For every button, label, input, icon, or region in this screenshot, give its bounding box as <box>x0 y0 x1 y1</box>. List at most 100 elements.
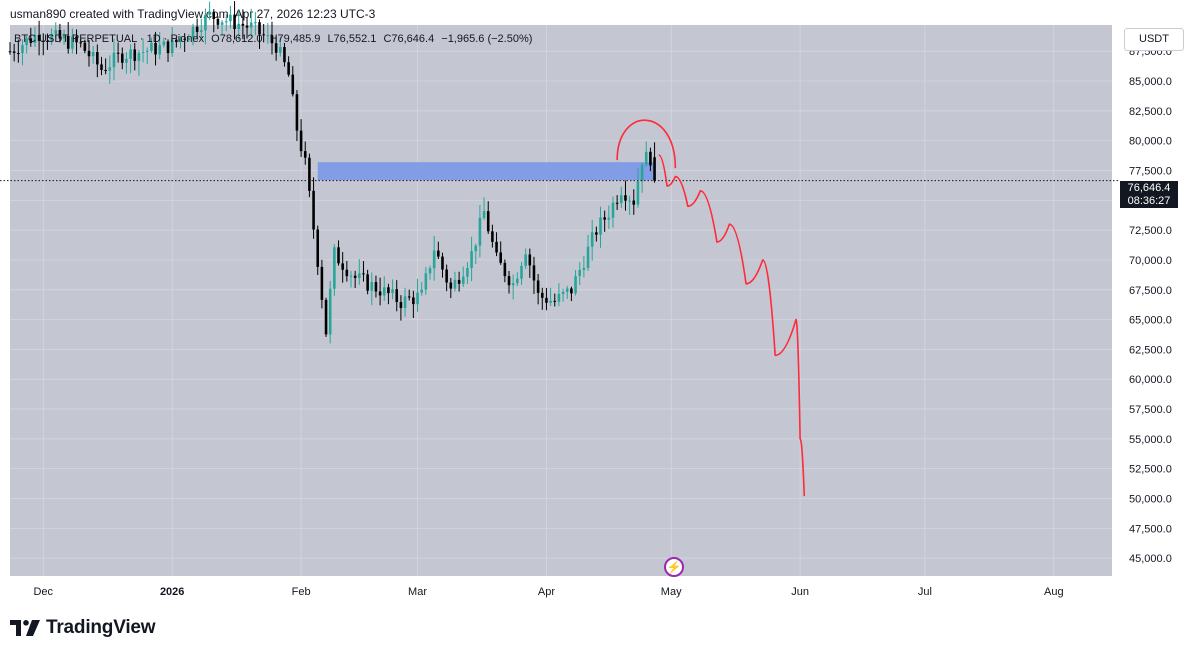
candle[interactable] <box>328 280 332 344</box>
candle[interactable] <box>590 220 594 261</box>
candle[interactable] <box>586 234 590 271</box>
candle[interactable] <box>71 28 74 54</box>
candle[interactable] <box>503 259 507 283</box>
candle[interactable] <box>649 147 652 172</box>
candle[interactable] <box>565 285 569 299</box>
candle[interactable] <box>283 43 286 67</box>
candle[interactable] <box>437 241 440 260</box>
candle[interactable] <box>540 287 544 310</box>
candle[interactable] <box>295 90 299 142</box>
candle[interactable] <box>258 19 261 49</box>
candle[interactable] <box>133 42 137 71</box>
candle[interactable] <box>378 277 382 306</box>
candle[interactable] <box>470 236 473 282</box>
candle[interactable] <box>279 36 282 57</box>
candle[interactable] <box>370 272 374 306</box>
candle[interactable] <box>79 38 82 48</box>
candle[interactable] <box>249 8 253 37</box>
candle[interactable] <box>100 56 103 76</box>
candle[interactable] <box>266 23 270 44</box>
candle[interactable] <box>495 232 498 257</box>
candle[interactable] <box>553 293 557 307</box>
candle[interactable] <box>191 23 195 46</box>
candle[interactable] <box>578 262 582 286</box>
candle[interactable] <box>628 195 631 215</box>
candle[interactable] <box>333 244 336 296</box>
candle[interactable] <box>337 240 340 266</box>
candle[interactable] <box>603 210 606 232</box>
candle[interactable] <box>224 14 228 32</box>
drawing-arc[interactable] <box>616 119 677 169</box>
candle[interactable] <box>274 36 278 61</box>
candle[interactable] <box>428 265 432 280</box>
candle[interactable] <box>41 33 45 56</box>
candle[interactable] <box>620 186 623 209</box>
candle[interactable] <box>349 270 353 288</box>
candle[interactable] <box>632 189 636 215</box>
candle[interactable] <box>624 180 627 211</box>
candle[interactable] <box>507 270 511 294</box>
candle[interactable] <box>524 248 527 270</box>
candle[interactable] <box>62 29 66 45</box>
candle[interactable] <box>374 275 378 298</box>
candle[interactable] <box>366 269 369 295</box>
candle[interactable] <box>445 264 448 292</box>
candle[interactable] <box>403 287 407 317</box>
candle[interactable] <box>582 255 586 278</box>
candle[interactable] <box>150 37 153 54</box>
candle[interactable] <box>54 22 58 39</box>
candle[interactable] <box>75 29 78 55</box>
candle[interactable] <box>416 278 419 312</box>
candle[interactable] <box>599 206 602 248</box>
candle[interactable] <box>316 225 320 276</box>
candle[interactable] <box>208 1 211 21</box>
candle[interactable] <box>595 226 598 242</box>
candle[interactable] <box>287 56 290 77</box>
candle[interactable] <box>644 141 648 167</box>
candle[interactable] <box>170 26 174 57</box>
candle[interactable] <box>574 270 577 296</box>
candle[interactable] <box>17 39 20 63</box>
candle[interactable] <box>432 235 436 281</box>
candle[interactable] <box>158 31 161 60</box>
candle[interactable] <box>557 283 561 307</box>
candle[interactable] <box>245 17 249 39</box>
candle[interactable] <box>166 39 170 62</box>
candle[interactable] <box>511 274 515 300</box>
candle[interactable] <box>640 162 644 193</box>
candle[interactable] <box>33 26 37 47</box>
candle[interactable] <box>387 283 390 305</box>
candle[interactable] <box>561 288 565 302</box>
candle[interactable] <box>104 58 107 75</box>
candle[interactable] <box>549 287 552 306</box>
candle[interactable] <box>237 10 241 40</box>
candle[interactable] <box>441 252 444 278</box>
candle[interactable] <box>162 37 166 48</box>
candle[interactable] <box>324 297 328 337</box>
candle[interactable] <box>653 142 656 183</box>
candle[interactable] <box>108 55 112 84</box>
candle[interactable] <box>615 195 619 210</box>
candle[interactable] <box>112 38 116 81</box>
candle[interactable] <box>466 262 469 285</box>
candle[interactable] <box>412 290 415 318</box>
candle[interactable] <box>545 287 548 311</box>
candle[interactable] <box>449 277 453 299</box>
candle[interactable] <box>183 33 186 52</box>
candle[interactable] <box>611 196 615 228</box>
candle[interactable] <box>216 16 220 30</box>
candle[interactable] <box>212 9 216 33</box>
candle[interactable] <box>391 279 394 300</box>
candle[interactable] <box>345 260 349 282</box>
candle[interactable] <box>461 266 465 287</box>
candle[interactable] <box>58 23 62 43</box>
candle[interactable] <box>25 35 28 54</box>
candle[interactable] <box>341 252 344 283</box>
candle[interactable] <box>308 153 311 198</box>
candle[interactable] <box>137 49 141 76</box>
candle[interactable] <box>116 42 120 63</box>
candle[interactable] <box>420 282 423 296</box>
candle[interactable] <box>141 38 145 63</box>
lightning-bolt-icon[interactable]: ⚡ <box>664 557 684 577</box>
candle[interactable] <box>241 9 245 40</box>
